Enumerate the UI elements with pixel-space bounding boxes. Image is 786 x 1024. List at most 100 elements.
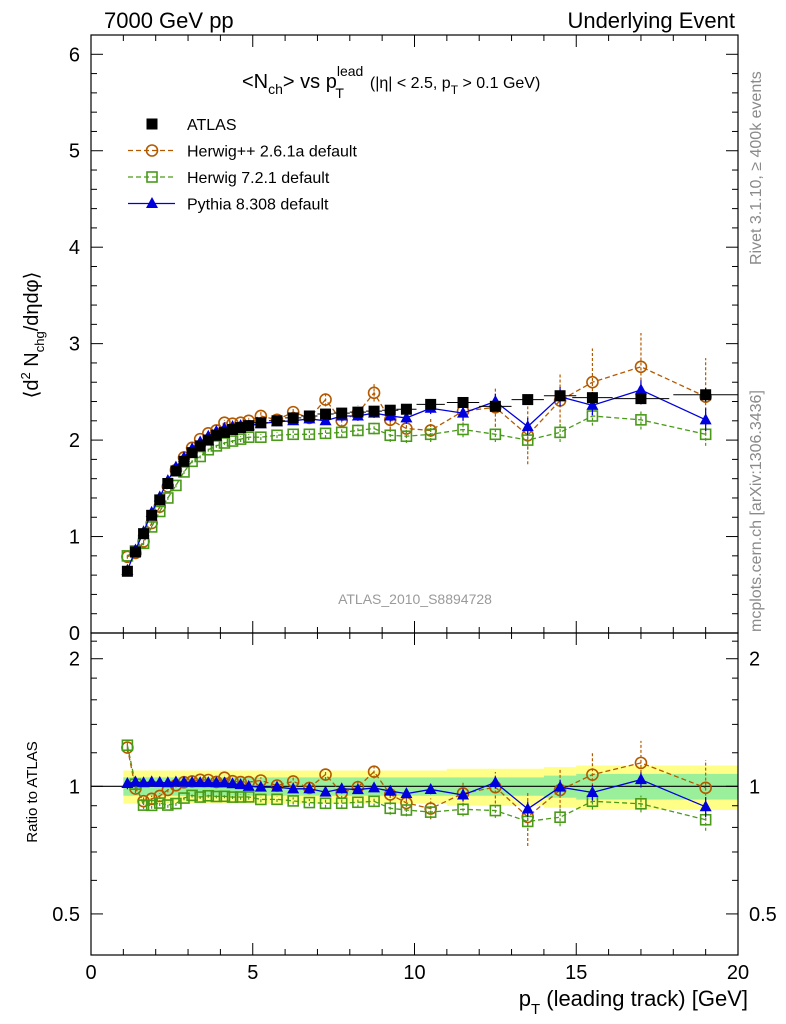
ratio-point-herwig7 xyxy=(457,803,469,816)
ratio-y-tick-label: 2 xyxy=(69,649,80,671)
ratio-line-herwigpp xyxy=(126,747,706,818)
point-herwigpp xyxy=(319,393,332,406)
ratio-point-pythia xyxy=(400,787,413,799)
ratio-point-pythia xyxy=(457,788,470,800)
point-atlas xyxy=(202,434,214,446)
y-tick-label: 2 xyxy=(69,430,80,452)
ratio-y-axis-label: Ratio to ATLAS xyxy=(24,741,41,842)
point-atlas xyxy=(210,429,222,441)
point-atlas xyxy=(400,403,412,415)
ratio-point-herwig7 xyxy=(352,796,364,809)
ratio-point-herwig7 xyxy=(384,802,397,815)
x-tick-label: 20 xyxy=(727,962,749,984)
ratio-line-pythia xyxy=(127,778,706,810)
point-pythia xyxy=(634,383,647,395)
ratio-plot-series xyxy=(121,739,712,846)
ratio-point-pythia xyxy=(153,775,166,787)
ratio-point-pythia xyxy=(161,776,174,788)
point-herwig7 xyxy=(242,431,255,444)
legend-label: Pythia 8.308 default xyxy=(187,197,329,214)
y-tick-label: 3 xyxy=(69,334,80,356)
series-herwigpp xyxy=(121,333,712,564)
ratio-point-herwig7 xyxy=(153,797,166,809)
point-atlas xyxy=(170,465,182,477)
ratio-point-herwig7 xyxy=(319,797,332,810)
point-herwig7 xyxy=(226,435,239,447)
point-atlas xyxy=(384,404,396,416)
point-atlas xyxy=(255,417,267,429)
x-tick-label: 15 xyxy=(565,962,587,984)
point-atlas xyxy=(129,546,141,558)
legend-label: Herwig 7.2.1 default xyxy=(187,170,330,187)
ratio-point-herwig7 xyxy=(226,791,239,803)
ratio-y-tick-label-right: 1 xyxy=(749,776,760,798)
legend-marker xyxy=(145,144,159,157)
point-atlas xyxy=(162,478,174,489)
ratio-line-herwig7 xyxy=(126,745,706,823)
legend-label: Herwig++ 2.6.1a default xyxy=(187,144,357,161)
point-herwig7 xyxy=(424,428,437,441)
point-atlas xyxy=(146,509,158,521)
ratio-point-herwig7 xyxy=(178,792,190,804)
point-atlas xyxy=(586,392,598,404)
ratio-point-herwig7 xyxy=(287,795,299,807)
ratio-point-pythia xyxy=(424,782,437,794)
ratio-y-tick-label: 0.5 xyxy=(52,904,80,926)
legend-label: ATLAS xyxy=(187,117,237,134)
point-atlas xyxy=(320,408,332,420)
point-herwig7 xyxy=(145,521,158,533)
ratio-point-herwigpp xyxy=(319,768,332,781)
ratio-point-pythia xyxy=(254,780,267,792)
point-herwig7 xyxy=(255,431,267,444)
point-herwig7 xyxy=(218,437,231,449)
ratio-point-herwig7 xyxy=(489,804,502,817)
ratio-point-herwig7 xyxy=(121,739,134,752)
ratio-point-herwig7 xyxy=(424,806,437,818)
legend-item-herwigpp: Herwig++ 2.6.1a default xyxy=(128,144,357,161)
point-herwig7 xyxy=(271,429,283,442)
point-atlas xyxy=(243,420,255,432)
ratio-point-pythia xyxy=(129,775,142,787)
ratio-point-pythia xyxy=(186,775,199,787)
ratio-point-pythia xyxy=(287,782,300,794)
point-atlas xyxy=(425,398,437,410)
point-atlas xyxy=(457,396,469,408)
ratio-point-herwig7 xyxy=(137,799,150,811)
ratio-point-herwig7 xyxy=(368,795,380,808)
ratio-point-pythia xyxy=(384,784,397,796)
point-atlas xyxy=(287,412,299,424)
point-herwig7 xyxy=(489,428,502,441)
legend-item-herwig7: Herwig 7.2.1 default xyxy=(128,170,330,187)
ratio-point-pythia xyxy=(554,780,567,792)
point-atlas xyxy=(489,400,501,412)
ratio-point-pythia xyxy=(145,775,158,787)
ratio-point-herwig7 xyxy=(635,797,647,810)
ratio-point-pythia xyxy=(319,785,332,797)
legend-marker xyxy=(146,118,158,130)
legend-item-pythia: Pythia 8.308 default xyxy=(128,197,329,214)
point-herwig7 xyxy=(352,424,364,437)
axis-ticks xyxy=(90,34,739,956)
header-left: 7000 GeV pp xyxy=(104,8,234,33)
point-herwig7 xyxy=(554,426,566,439)
ratio-point-herwig7 xyxy=(194,791,206,803)
point-herwig7 xyxy=(457,423,469,436)
line-pythia xyxy=(126,389,706,571)
legend-marker xyxy=(146,197,158,208)
ratio-point-pythia xyxy=(303,782,316,794)
point-pythia xyxy=(400,411,413,423)
legend: ATLAS Herwig++ 2.6.1a default Herwig 7.2.1… xyxy=(128,117,357,214)
ratio-point-herwig7 xyxy=(303,796,316,809)
point-pythia xyxy=(521,420,534,432)
point-atlas xyxy=(368,405,380,417)
point-atlas xyxy=(235,422,247,434)
ratio-point-herwig7 xyxy=(210,790,223,803)
ratio-y-tick-label-right: 2 xyxy=(749,649,760,671)
point-atlas xyxy=(352,406,364,418)
mcplots-label: mcplots.cern.ch [arXiv:1306.3436] xyxy=(748,390,765,632)
point-herwigpp xyxy=(586,375,599,389)
legend-marker xyxy=(146,171,158,183)
ratio-point-pythia xyxy=(368,781,381,793)
x-tick-label: 10 xyxy=(403,962,425,984)
